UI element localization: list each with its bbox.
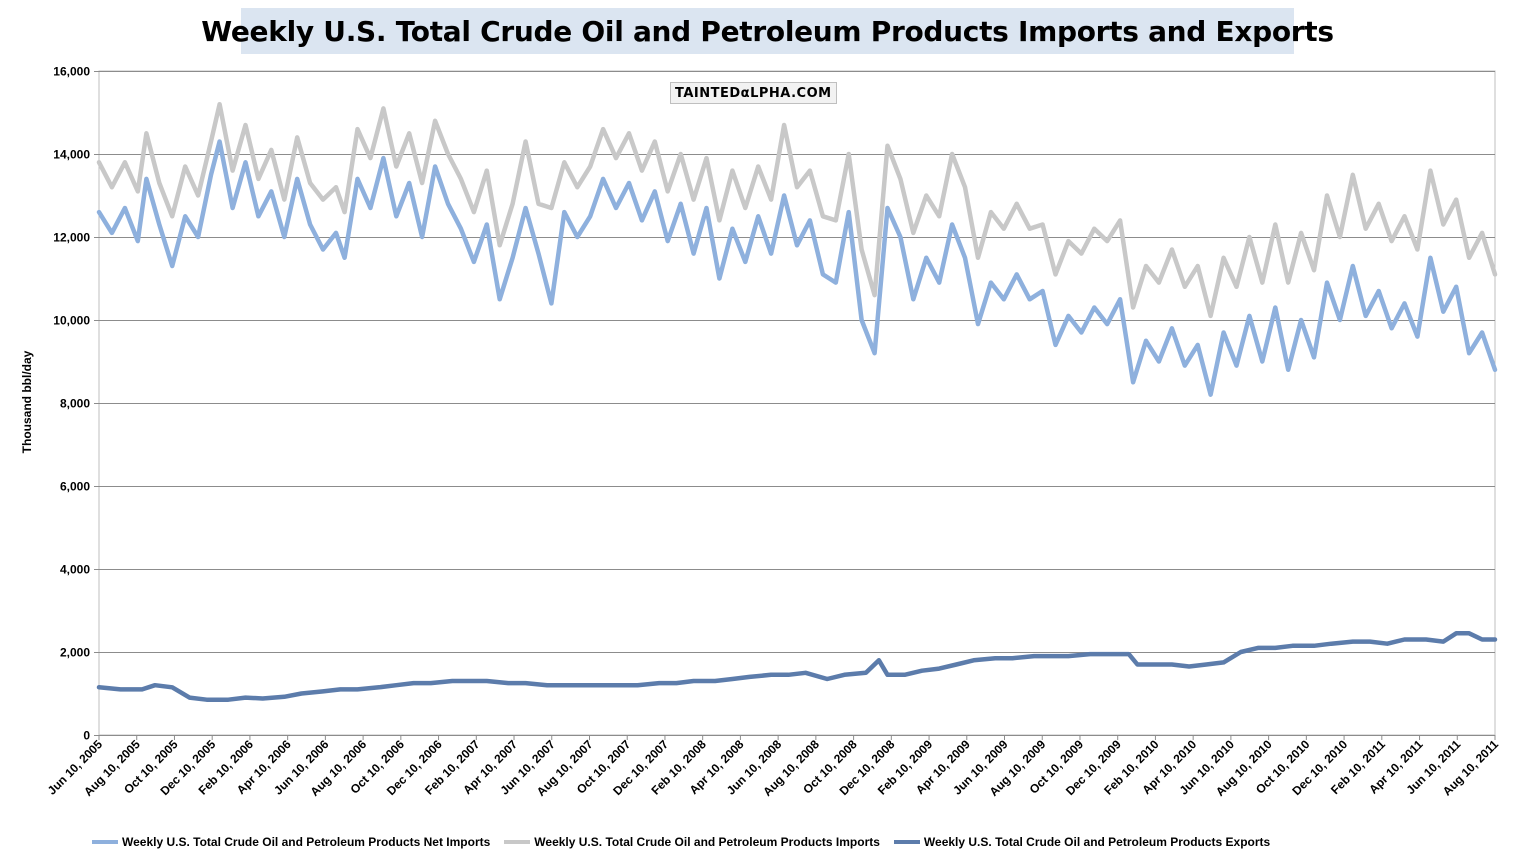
y-tick-label: 2,000 bbox=[60, 646, 90, 660]
legend: Weekly U.S. Total Crude Oil and Petroleu… bbox=[92, 833, 1284, 851]
legend-item-exports: Weekly U.S. Total Crude Oil and Petroleu… bbox=[893, 835, 1271, 849]
series-exports-line bbox=[96, 631, 1498, 702]
series-imports-line bbox=[96, 101, 1498, 319]
series-net-imports-line bbox=[96, 139, 1498, 397]
legend-swatch-imports bbox=[504, 840, 531, 844]
legend-label-imports: Weekly U.S. Total Crude Oil and Petroleu… bbox=[534, 835, 880, 849]
y-tick-label: 8,000 bbox=[60, 397, 90, 411]
y-tick-label: 4,000 bbox=[60, 563, 90, 577]
y-tick-label: 6,000 bbox=[60, 480, 90, 494]
y-tick-label: 12,000 bbox=[53, 231, 90, 245]
y-tick-label: 14,000 bbox=[53, 148, 90, 162]
y-tick-label: 0 bbox=[83, 729, 90, 743]
legend-label-exports: Weekly U.S. Total Crude Oil and Petroleu… bbox=[923, 835, 1271, 849]
legend-swatch-exports bbox=[893, 840, 920, 844]
legend-item-imports: Weekly U.S. Total Crude Oil and Petroleu… bbox=[504, 835, 880, 849]
legend-swatch-net-imports bbox=[92, 840, 118, 844]
chart-title: Weekly U.S. Total Crude Oil and Petroleu… bbox=[201, 14, 1334, 48]
y-tick-label: 16,000 bbox=[53, 65, 90, 79]
watermark: TAINTEDαLPHA.COM bbox=[670, 82, 837, 104]
y-tick-label: 10,000 bbox=[53, 314, 90, 328]
chart-title-box: Weekly U.S. Total Crude Oil and Petroleu… bbox=[201, 8, 1334, 54]
y-axis-label: Thousand bbl/day bbox=[20, 350, 34, 454]
legend-label-net-imports: Weekly U.S. Total Crude Oil and Petroleu… bbox=[122, 835, 491, 849]
legend-item-net-imports: Weekly U.S. Total Crude Oil and Petroleu… bbox=[92, 835, 490, 849]
